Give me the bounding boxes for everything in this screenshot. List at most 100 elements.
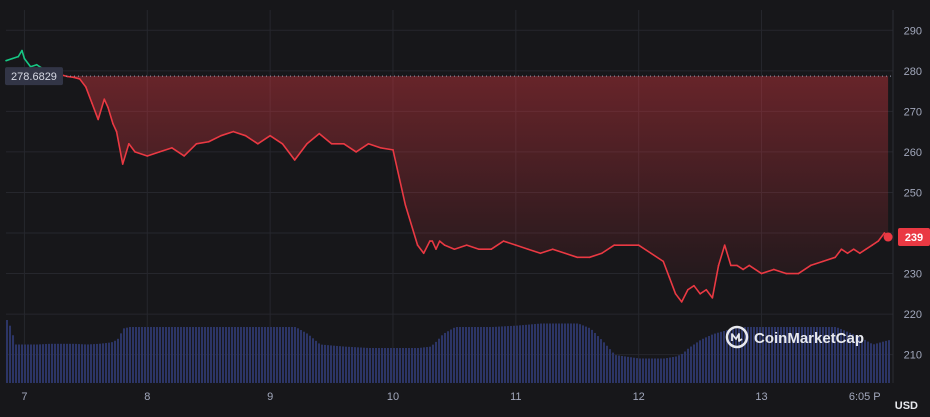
volume-bar (75, 343, 77, 383)
volume-bar (642, 358, 644, 383)
volume-bar (480, 327, 482, 383)
volume-bar (618, 355, 620, 383)
current-price-dot (883, 232, 893, 242)
reference-price-badge: 278.6829 (5, 67, 63, 86)
volume-bar (594, 332, 596, 383)
volume-bar (150, 327, 152, 383)
volume-bar (264, 327, 266, 383)
volume-bar (570, 323, 572, 383)
price-segment (107, 106, 114, 125)
y-tick-label: 210 (904, 350, 922, 362)
volume-bar (702, 338, 704, 383)
volume-bar (639, 358, 641, 383)
volume-bar (54, 343, 56, 383)
volume-bar (18, 344, 20, 383)
volume-bar (333, 345, 335, 383)
volume-bar (213, 327, 215, 383)
price-segment (134, 151, 149, 157)
volume-bar (240, 327, 242, 383)
volume-bar (657, 358, 659, 383)
volume-bar (312, 338, 314, 383)
volume-bar (795, 327, 797, 383)
price-segment (379, 147, 394, 151)
volume-bar (69, 343, 71, 383)
volume-bar (840, 329, 842, 383)
price-area (6, 76, 889, 302)
volume-bar (621, 355, 623, 383)
price-segment (422, 240, 431, 255)
price-segment (269, 134, 284, 145)
volume-bar (12, 335, 14, 383)
x-axis: 7 8 9 10 11 12 13 6:05 P (21, 391, 880, 403)
price-segment (404, 203, 419, 246)
price-segment (705, 288, 714, 299)
price-segment (392, 149, 407, 206)
volume-bar (417, 348, 419, 383)
x-tick-label: 13 (755, 391, 767, 403)
volume-bar (723, 330, 725, 383)
y-tick-label: 250 (904, 187, 922, 199)
x-tick-label: 9 (267, 391, 273, 403)
volume-bar (459, 327, 461, 383)
volume-bar (6, 320, 8, 383)
volume-bar (759, 327, 761, 383)
volume-bar (645, 358, 647, 383)
volume-bar (828, 327, 830, 383)
volume-bar (450, 329, 452, 383)
volume-bar (177, 327, 179, 383)
volume-bar (549, 323, 551, 383)
price-segment (318, 132, 333, 145)
price-segment (865, 244, 873, 251)
volume-bar (24, 344, 26, 383)
volume-bar (849, 332, 851, 383)
volume-bar (504, 326, 506, 383)
volume-bar (114, 340, 116, 383)
volume-bar (741, 327, 743, 383)
price-segment (760, 268, 775, 275)
volume-bar (531, 324, 533, 383)
volume-bar (453, 327, 455, 383)
x-tick-label: 11 (510, 391, 521, 403)
volume-bar (726, 330, 728, 383)
price-segment (128, 142, 136, 153)
price-segment (146, 151, 161, 157)
volume-bar (717, 332, 719, 383)
volume-bar (540, 323, 542, 383)
price-segment (527, 248, 542, 255)
volume-bar (171, 327, 173, 383)
volume-bar (495, 326, 497, 383)
volume-bar (696, 342, 698, 383)
volume-bar (201, 327, 203, 383)
y-axis: 210220230240250260270280290 (904, 25, 922, 361)
price-segment (465, 244, 480, 251)
volume-bar (684, 351, 686, 383)
volume-bar (762, 327, 764, 383)
price-segment (91, 102, 99, 121)
volume-bar (744, 327, 746, 383)
volume-bar (777, 327, 779, 383)
volume-bar (888, 340, 890, 383)
volume-bar (186, 327, 188, 383)
volume-bar (309, 335, 311, 383)
volume-bar (486, 327, 488, 383)
volume-bar (765, 327, 767, 383)
volume-bar (27, 344, 29, 383)
volume-bar (63, 343, 65, 383)
price-segment (588, 252, 603, 259)
volume-bar (156, 327, 158, 383)
volume-bar (567, 323, 569, 383)
volume-bar (858, 336, 860, 383)
price-segment (846, 248, 855, 255)
volume-bar (135, 327, 137, 383)
volume-bar (597, 336, 599, 383)
volume-bar (465, 327, 467, 383)
volume-bar (216, 327, 218, 383)
volume-bars (6, 320, 890, 383)
volume-bar (147, 327, 149, 383)
price-segment (257, 134, 271, 145)
volume-bar (651, 358, 653, 383)
volume-bar (102, 343, 104, 383)
volume-bar (246, 327, 248, 383)
volume-bar (399, 348, 401, 383)
volume-bar (462, 327, 464, 383)
